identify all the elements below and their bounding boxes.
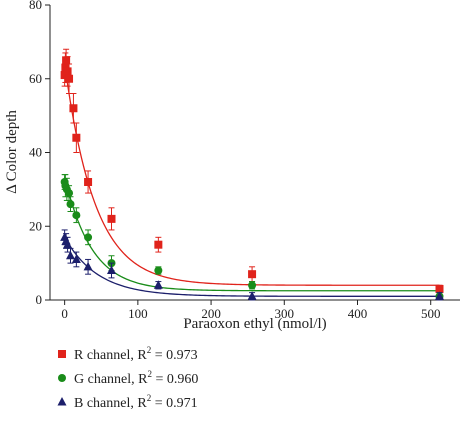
legend-label: G channel, R2 = 0.960 bbox=[74, 369, 198, 387]
series-triangle bbox=[60, 229, 444, 301]
data-point bbox=[107, 214, 116, 223]
data-point bbox=[63, 239, 73, 249]
x-tick-label: 300 bbox=[275, 306, 295, 321]
x-ticks: 0 100 200 300 400 500 bbox=[61, 300, 440, 321]
data-point bbox=[247, 291, 257, 300]
x-tick-label: 0 bbox=[61, 306, 68, 321]
x-tick-label: 500 bbox=[421, 306, 441, 321]
series-circle bbox=[60, 174, 444, 301]
data-point bbox=[248, 281, 257, 290]
fit-curve-circle bbox=[64, 176, 440, 292]
x-tick-label: 400 bbox=[348, 306, 368, 321]
y-tick-label: 40 bbox=[29, 145, 42, 160]
data-point bbox=[72, 211, 81, 220]
data-points bbox=[60, 48, 444, 301]
y-tick-label: 20 bbox=[29, 218, 42, 233]
x-tick-label: 200 bbox=[201, 306, 221, 321]
data-point bbox=[107, 265, 116, 274]
data-point bbox=[153, 280, 163, 289]
data-point bbox=[435, 291, 444, 300]
y-tick-label: 80 bbox=[29, 0, 42, 12]
y-axis-title: Δ Color depth bbox=[4, 110, 20, 194]
data-point bbox=[66, 250, 75, 260]
data-point bbox=[72, 133, 81, 142]
y-tick-label: 60 bbox=[29, 71, 42, 86]
data-point bbox=[69, 104, 78, 113]
fit-curve-square bbox=[63, 63, 440, 286]
data-point bbox=[154, 266, 163, 275]
data-point bbox=[66, 200, 75, 209]
legend-label: B channel, R2 = 0.971 bbox=[74, 393, 198, 411]
legend-marker-triangle bbox=[57, 397, 67, 406]
legend-label: R channel, R2 = 0.973 bbox=[74, 345, 198, 363]
data-point bbox=[63, 67, 72, 76]
fit-curves bbox=[63, 63, 440, 297]
x-tick-label: 100 bbox=[128, 306, 148, 321]
data-point bbox=[83, 261, 93, 271]
legend-marker-square bbox=[58, 350, 66, 358]
y-ticks: 0 20 40 60 80 bbox=[29, 0, 50, 307]
data-point bbox=[84, 233, 93, 242]
x-axis-title: Paraoxon ethyl (nmol/l) bbox=[183, 316, 326, 332]
data-point bbox=[154, 240, 163, 249]
data-point bbox=[65, 189, 74, 198]
data-point bbox=[435, 284, 444, 293]
y-tick-label: 0 bbox=[36, 292, 43, 307]
data-point bbox=[71, 254, 81, 263]
data-point bbox=[62, 56, 71, 65]
series-square bbox=[60, 48, 444, 294]
legend: R channel, R2 = 0.973 G channel, R2 = 0.9… bbox=[57, 345, 198, 411]
data-point bbox=[248, 270, 257, 279]
legend-marker-circle bbox=[58, 374, 66, 382]
data-point bbox=[84, 178, 93, 186]
data-point bbox=[65, 74, 74, 83]
